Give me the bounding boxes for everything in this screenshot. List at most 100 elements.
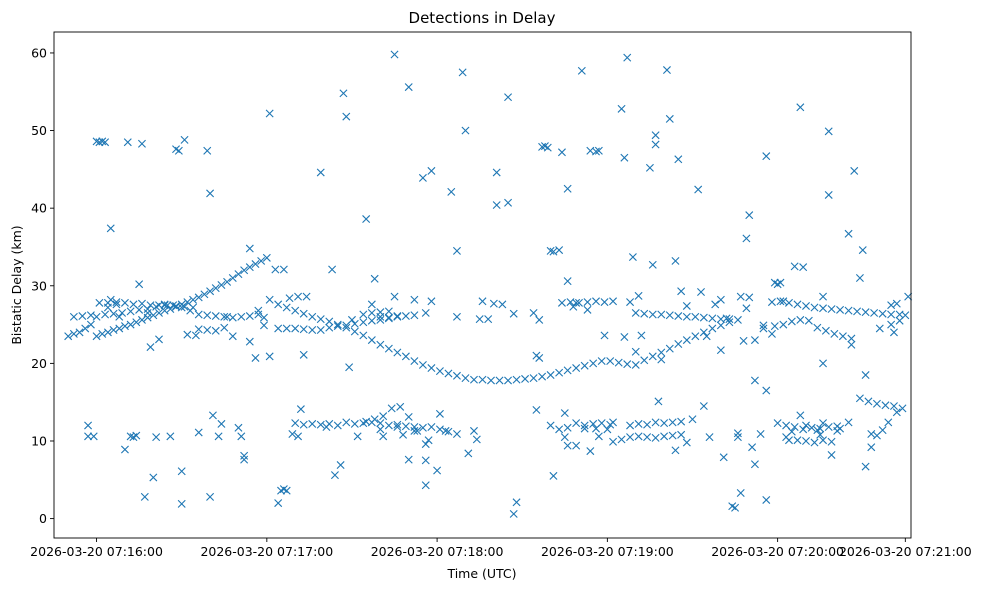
data-point-0-457 <box>674 155 683 164</box>
data-point-0-383 <box>433 466 442 475</box>
data-point-0-248 <box>651 418 660 427</box>
data-point-0-116 <box>308 326 317 335</box>
data-point-0-67 <box>572 364 581 373</box>
data-point-0-341 <box>254 306 263 315</box>
data-point-0-299 <box>106 224 115 233</box>
data-point-0-296 <box>98 137 107 146</box>
data-point-0-450 <box>651 140 660 149</box>
data-point-0-510 <box>847 340 856 349</box>
data-point-0-486 <box>762 152 771 161</box>
y-tick-label-3: 30 <box>31 278 47 293</box>
data-point-0-92 <box>92 312 101 321</box>
data-point-0-166 <box>699 313 708 322</box>
data-point-0-42 <box>359 331 368 340</box>
data-point-0-404 <box>509 309 518 318</box>
data-point-0-289 <box>413 426 422 435</box>
data-point-0-217 <box>819 292 828 301</box>
data-point-0-61 <box>521 374 530 383</box>
data-point-0-79 <box>674 339 683 348</box>
data-point-0-6 <box>126 320 135 329</box>
data-point-0-206 <box>294 292 303 301</box>
data-point-0-363 <box>345 363 354 372</box>
data-point-0-261 <box>572 441 581 450</box>
data-point-0-134 <box>78 312 87 321</box>
data-point-0-503 <box>824 190 833 199</box>
data-point-0-113 <box>282 324 291 333</box>
data-point-0-184 <box>887 310 896 319</box>
data-point-0-5 <box>120 322 129 331</box>
data-point-0-314 <box>152 433 161 442</box>
data-point-0-198 <box>830 329 839 338</box>
data-point-0-315 <box>155 335 163 344</box>
data-point-0-499 <box>813 426 822 435</box>
data-point-0-434 <box>600 331 609 340</box>
data-point-0-35 <box>299 309 308 318</box>
data-point-0-459 <box>682 301 691 310</box>
data-point-0-469 <box>716 346 725 355</box>
data-point-0-28 <box>251 260 260 269</box>
data-point-0-272 <box>793 436 802 445</box>
data-point-0-464 <box>699 402 708 411</box>
data-point-0-471 <box>722 314 731 323</box>
data-point-0-515 <box>861 462 870 471</box>
data-point-0-477 <box>739 336 748 345</box>
data-point-0-290 <box>421 440 430 449</box>
data-point-0-30 <box>262 253 271 262</box>
data-point-0-367 <box>367 300 376 309</box>
data-point-0-369 <box>376 425 385 434</box>
x-axis-label: Time (UTC) <box>446 566 516 581</box>
data-point-0-19 <box>200 290 209 299</box>
y-tick-label-1: 10 <box>31 433 47 448</box>
data-point-0-295 <box>95 138 104 147</box>
data-point-0-353 <box>294 432 303 441</box>
data-point-0-232 <box>410 423 419 432</box>
data-point-0-388 <box>452 312 461 321</box>
data-point-0-445 <box>634 291 643 300</box>
data-point-0-414 <box>546 246 555 255</box>
data-point-0-56 <box>478 375 487 384</box>
data-point-0-117 <box>316 326 325 335</box>
data-point-0-389 <box>458 68 467 77</box>
data-point-0-102 <box>177 303 186 312</box>
data-point-0-179 <box>844 306 853 315</box>
data-point-0-327 <box>206 492 215 501</box>
data-point-0-438 <box>617 104 626 113</box>
data-point-0-264 <box>626 433 635 442</box>
data-point-0-246 <box>634 419 643 428</box>
data-point-0-508 <box>844 229 853 238</box>
data-point-0-319 <box>174 146 183 155</box>
data-point-0-361 <box>339 89 348 98</box>
data-point-0-178 <box>836 305 845 314</box>
data-point-0-291 <box>84 421 93 430</box>
data-point-0-516 <box>867 443 876 452</box>
data-point-0-155 <box>592 297 600 306</box>
data-point-0-461 <box>688 415 697 424</box>
data-point-0-275 <box>819 436 828 445</box>
data-point-0-451 <box>654 397 663 406</box>
data-point-0-511 <box>850 166 859 175</box>
data-point-0-237 <box>452 430 461 438</box>
y-axis-ticks: 0 10 20 30 40 50 60 <box>31 45 54 526</box>
data-point-0-247 <box>643 420 652 429</box>
data-point-0-484 <box>756 430 765 438</box>
data-point-0-195 <box>804 316 813 325</box>
data-point-0-287 <box>396 402 405 411</box>
data-point-0-402 <box>504 198 513 207</box>
data-point-0-304 <box>123 138 132 147</box>
data-point-0-239 <box>555 425 564 434</box>
data-point-0-481 <box>748 443 757 452</box>
data-point-0-150 <box>393 312 402 321</box>
data-point-0-441 <box>623 53 632 62</box>
data-point-0-274 <box>810 438 819 447</box>
data-point-0-339 <box>245 244 254 253</box>
data-point-0-452 <box>657 355 666 364</box>
data-point-0-197 <box>821 326 830 335</box>
data-point-0-40 <box>342 323 351 332</box>
data-point-0-310 <box>140 492 149 501</box>
data-point-0-240 <box>563 423 572 432</box>
data-point-0-63 <box>538 372 547 381</box>
data-point-0-385 <box>441 426 450 435</box>
data-point-0-85 <box>725 318 734 327</box>
data-point-0-223 <box>333 421 342 430</box>
data-point-0-26 <box>240 266 249 275</box>
